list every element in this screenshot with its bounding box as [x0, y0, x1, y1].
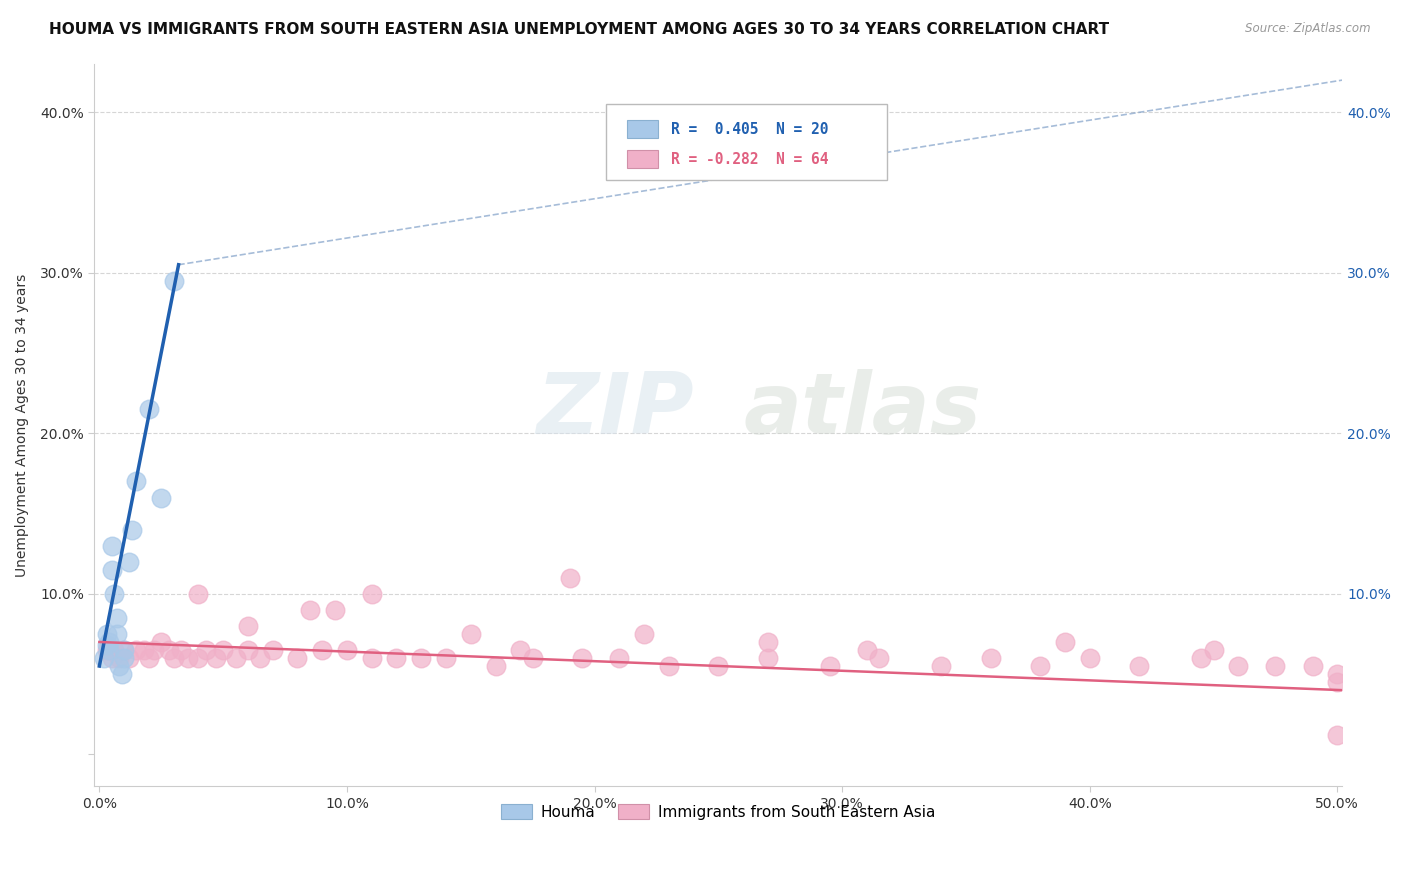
Point — [105, 611, 128, 625]
Point — [1078, 651, 1101, 665]
Point — [105, 627, 128, 641]
Point — [194, 643, 217, 657]
Point — [157, 643, 180, 657]
Point — [818, 659, 841, 673]
Text: R = -0.282  N = 64: R = -0.282 N = 64 — [671, 152, 828, 167]
Point — [1326, 728, 1348, 742]
Point — [98, 643, 121, 657]
Point — [484, 659, 506, 673]
Point — [1326, 675, 1348, 690]
Point — [929, 659, 952, 673]
Point — [98, 635, 121, 649]
Point — [187, 587, 209, 601]
Point — [262, 643, 284, 657]
Bar — [627, 120, 658, 137]
Point — [868, 651, 890, 665]
Point — [1227, 659, 1250, 673]
Point — [112, 643, 135, 657]
Point — [298, 603, 321, 617]
Point — [112, 643, 135, 657]
Point — [150, 635, 173, 649]
Point — [385, 651, 408, 665]
Point — [96, 643, 118, 657]
Point — [360, 587, 382, 601]
Point — [125, 475, 148, 489]
Point — [571, 651, 593, 665]
Point — [162, 274, 184, 288]
Text: HOUMA VS IMMIGRANTS FROM SOUTH EASTERN ASIA UNEMPLOYMENT AMONG AGES 30 TO 34 YEA: HOUMA VS IMMIGRANTS FROM SOUTH EASTERN A… — [49, 22, 1109, 37]
Point — [756, 651, 779, 665]
Point — [460, 627, 482, 641]
Point — [311, 643, 333, 657]
Point — [187, 651, 209, 665]
Point — [1202, 643, 1225, 657]
Point — [225, 651, 247, 665]
Point — [1029, 659, 1052, 673]
Point — [108, 659, 131, 673]
Point — [96, 638, 118, 652]
Point — [162, 651, 184, 665]
Point — [118, 555, 141, 569]
Bar — [627, 150, 658, 168]
FancyBboxPatch shape — [606, 103, 887, 179]
Point — [249, 651, 271, 665]
Point — [336, 643, 359, 657]
Point — [1326, 667, 1348, 681]
Text: Source: ZipAtlas.com: Source: ZipAtlas.com — [1246, 22, 1371, 36]
Point — [558, 571, 581, 585]
Point — [103, 587, 125, 601]
Point — [607, 651, 630, 665]
Point — [170, 643, 193, 657]
Point — [1302, 659, 1324, 673]
Point — [132, 643, 155, 657]
Point — [522, 651, 544, 665]
Point — [177, 651, 200, 665]
Point — [1264, 659, 1286, 673]
Point — [118, 651, 141, 665]
Legend: Houma, Immigrants from South Eastern Asia: Houma, Immigrants from South Eastern Asi… — [495, 797, 942, 826]
Point — [138, 651, 160, 665]
Point — [1128, 659, 1150, 673]
Point — [287, 651, 309, 665]
Text: R =  0.405  N = 20: R = 0.405 N = 20 — [671, 121, 828, 136]
Point — [112, 651, 135, 665]
Point — [509, 643, 531, 657]
Point — [111, 667, 134, 681]
Point — [360, 651, 382, 665]
Text: atlas: atlas — [744, 369, 981, 452]
Point — [125, 643, 148, 657]
Y-axis label: Unemployment Among Ages 30 to 34 years: Unemployment Among Ages 30 to 34 years — [15, 274, 30, 577]
Point — [323, 603, 346, 617]
Point — [100, 563, 122, 577]
Point — [103, 643, 125, 657]
Point — [236, 619, 259, 633]
Point — [756, 635, 779, 649]
Point — [856, 643, 879, 657]
Point — [212, 643, 235, 657]
Text: ZIP: ZIP — [536, 369, 693, 452]
Point — [142, 643, 165, 657]
Point — [150, 491, 173, 505]
Point — [658, 659, 681, 673]
Point — [1189, 651, 1212, 665]
Point — [980, 651, 1002, 665]
Point — [100, 539, 122, 553]
Point — [204, 651, 226, 665]
Point — [138, 402, 160, 417]
Point — [1053, 635, 1076, 649]
Point — [236, 643, 259, 657]
Point — [96, 627, 118, 641]
Point — [707, 659, 730, 673]
Point — [93, 651, 115, 665]
Point — [100, 651, 122, 665]
Point — [411, 651, 433, 665]
Point — [121, 523, 143, 537]
Point — [434, 651, 457, 665]
Point — [633, 627, 655, 641]
Point — [108, 651, 131, 665]
